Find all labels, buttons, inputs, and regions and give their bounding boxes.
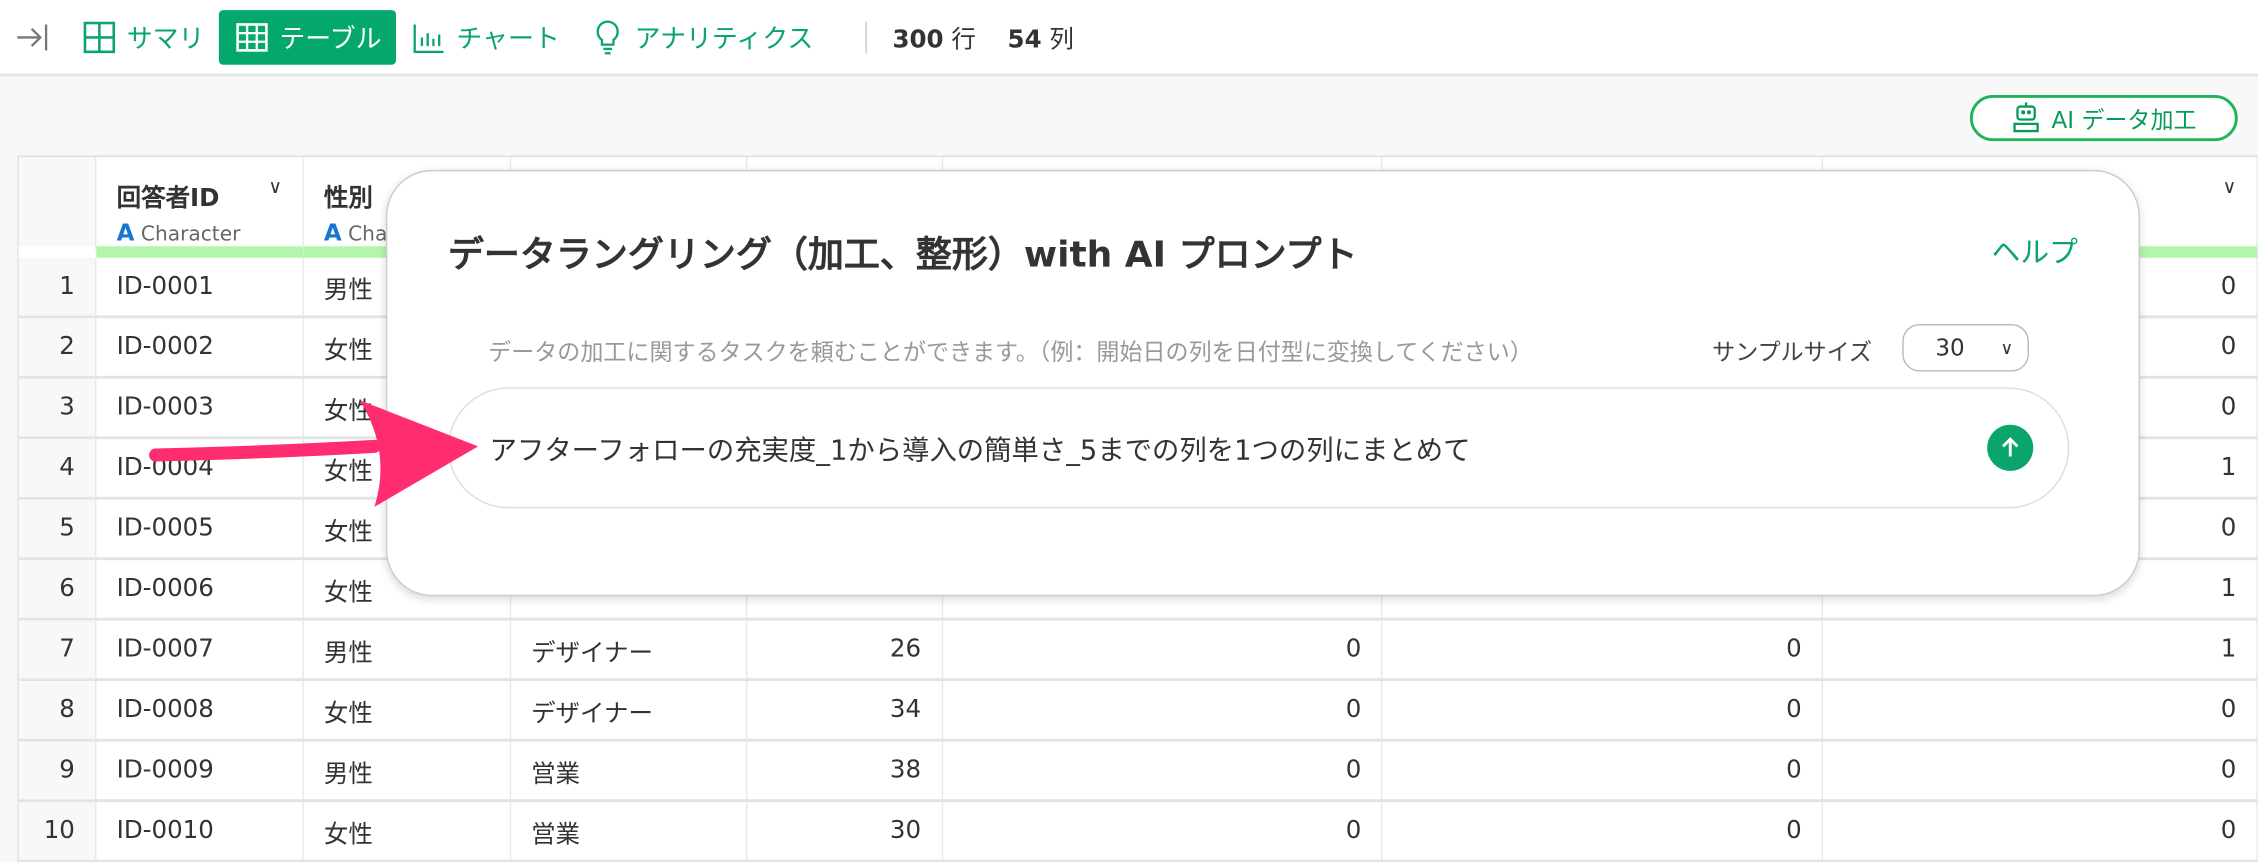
chevron-down-icon[interactable]: ∨ — [2222, 177, 2237, 199]
table-cell[interactable]: 営業 — [511, 741, 747, 800]
table-cell[interactable]: 26 — [747, 620, 943, 679]
character-type-icon: A — [116, 218, 135, 247]
sample-size-label: サンプルサイズ — [1712, 338, 1873, 366]
table-cell[interactable]: 女性 — [304, 681, 511, 739]
chevron-down-icon[interactable]: ∨ — [268, 177, 283, 199]
table-cell[interactable]: 34 — [747, 681, 943, 739]
table-cell[interactable]: 男性 — [304, 741, 511, 800]
tab-label: アナリティクス — [634, 23, 814, 55]
table-cell[interactable]: 0 — [1823, 318, 2258, 376]
row-count: 300 行 — [892, 25, 976, 55]
table-cell[interactable]: 1 — [1823, 560, 2258, 618]
table-cell[interactable]: 0 — [1383, 741, 1824, 800]
table-cell[interactable]: 0 — [943, 741, 1383, 800]
tab-analytics[interactable]: アナリティクス — [574, 9, 827, 64]
table-cell[interactable]: 38 — [747, 741, 943, 800]
row-number: 2 — [18, 318, 97, 376]
table-row[interactable]: 6 ID-0006 女性 1 — [18, 560, 2258, 621]
table-cell[interactable]: 0 — [1383, 620, 1824, 679]
tab-label: サマリ — [126, 23, 205, 55]
tab-label: チャート — [456, 23, 560, 55]
table-cell[interactable]: 0 — [1823, 681, 2258, 739]
ai-button-label: AI データ加工 — [2051, 106, 2197, 134]
divider — [865, 20, 867, 53]
tab-summary[interactable]: サマリ — [66, 9, 219, 64]
chevron-down-icon: ∨ — [2000, 337, 2014, 358]
ai-data-wrangling-button[interactable]: AI データ加工 — [1969, 95, 2238, 142]
character-type-icon: A — [323, 218, 342, 247]
row-number: 6 — [18, 560, 97, 618]
row-number-header — [18, 156, 97, 258]
table-cell[interactable]: 女性 — [304, 318, 511, 376]
table-cell[interactable]: デザイナー — [511, 620, 747, 679]
table-cell[interactable]: 0 — [943, 620, 1383, 679]
arrow-right-bar-icon — [17, 23, 48, 50]
column-count: 54 列 — [1007, 25, 1074, 55]
table-cell[interactable]: 0 — [943, 681, 1383, 739]
row-number: 10 — [18, 802, 97, 860]
table-cell[interactable]: 0 — [1823, 378, 2258, 437]
table-cell[interactable]: ID-0001 — [96, 257, 304, 316]
row-number: 1 — [18, 257, 97, 316]
pink-arrow-annotation-icon — [149, 400, 479, 507]
table-cell[interactable]: ID-0006 — [96, 560, 304, 618]
sample-size-select[interactable]: 30 ∨ — [1902, 324, 2029, 372]
tab-label: テーブル — [279, 23, 382, 55]
table-cell[interactable]: 0 — [1383, 802, 1824, 860]
table-cell[interactable]: ID-0010 — [96, 802, 304, 860]
prompt-text: アフターフォローの充実度_1から導入の簡単さ_5までの列を1つの列にまとめて — [489, 434, 1471, 466]
table-cell[interactable]: 0 — [1823, 741, 2258, 800]
table-cell[interactable]: ID-0003 — [96, 378, 304, 437]
row-number: 4 — [18, 439, 97, 497]
table-cell[interactable]: ID-0008 — [96, 681, 304, 739]
table-row[interactable]: 7 ID-0007 男性 デザイナー 26 0 0 1 — [18, 620, 2258, 682]
table-cell[interactable]: ID-0007 — [96, 620, 304, 679]
tab-table[interactable]: テーブル — [218, 9, 396, 65]
table-row[interactable]: 9 ID-0009 男性 営業 38 0 0 0 — [18, 741, 2258, 803]
toolbar: サマリ テーブル チャート アナリティクス 300 行 54 列 — [0, 0, 2258, 77]
table-cell[interactable]: 1 — [1823, 439, 2258, 497]
send-button[interactable] — [1987, 424, 2034, 471]
arrow-up-icon — [2002, 437, 2019, 457]
table-cell[interactable]: 0 — [1383, 681, 1824, 739]
row-number: 7 — [18, 620, 97, 679]
bar-chart-icon — [413, 23, 444, 53]
table-cell[interactable]: 1 — [1823, 620, 2258, 679]
table-cell[interactable]: 営業 — [511, 802, 747, 860]
prompt-hint: データの加工に関するタスクを頼むことができます。（例：開始日の列を日付型に変換し… — [488, 338, 1533, 366]
table-icon — [236, 22, 268, 51]
table-row[interactable]: 8 ID-0008 女性 デザイナー 34 0 0 0 — [18, 681, 2258, 742]
prompt-input[interactable]: アフターフォローの充実度_1から導入の簡単さ_5までの列を1つの列にまとめて — [447, 387, 2070, 509]
table-cell[interactable]: 0 — [1823, 257, 2258, 316]
robot-icon — [2012, 102, 2039, 133]
table-cell[interactable]: 30 — [747, 802, 943, 860]
table-cell[interactable]: 0 — [1823, 802, 2258, 860]
column-header[interactable]: 回答者ID ∨ A Character — [96, 156, 304, 258]
table-cell[interactable]: 0 — [1823, 499, 2258, 558]
table-cell[interactable]: 女性 — [304, 802, 511, 860]
row-number: 8 — [18, 681, 97, 739]
table-cell[interactable]: デザイナー — [511, 681, 747, 739]
table-cell[interactable]: 女性 — [304, 560, 511, 618]
row-number: 5 — [18, 499, 97, 558]
table-cell[interactable]: 0 — [943, 802, 1383, 860]
table-cell[interactable]: ID-0005 — [96, 499, 304, 558]
row-number: 9 — [18, 741, 97, 800]
summary-grid-icon — [83, 21, 116, 53]
table-row[interactable]: 10 ID-0010 女性 営業 30 0 0 0 — [18, 802, 2258, 862]
help-link[interactable]: ヘルプ — [1991, 234, 2078, 270]
table-cell[interactable]: 男性 — [304, 620, 511, 679]
table-cell[interactable]: ID-0002 — [96, 318, 304, 376]
row-number: 3 — [18, 378, 97, 437]
lightbulb-icon — [596, 19, 619, 54]
dialog-title: データラングリング（加工、整形）with AI プロンプト — [447, 233, 1358, 276]
tab-chart[interactable]: チャート — [396, 9, 574, 64]
column-type: A Character — [116, 218, 241, 247]
collapse-sidebar-button[interactable] — [0, 9, 66, 64]
table-cell[interactable]: ID-0009 — [96, 741, 304, 800]
ai-prompt-dialog: データラングリング（加工、整形）with AI プロンプト ヘルプ データの加工… — [385, 169, 2140, 597]
